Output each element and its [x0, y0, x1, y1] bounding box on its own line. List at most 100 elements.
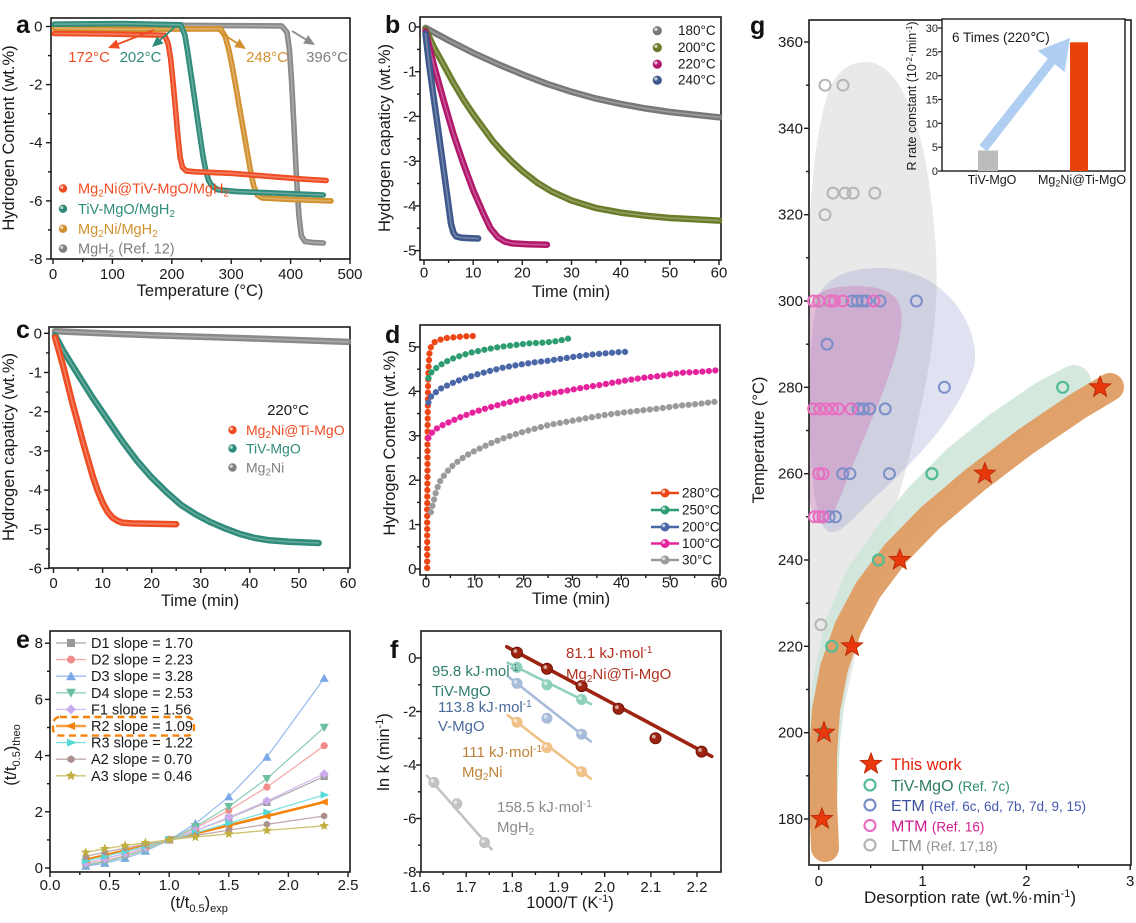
- svg-text:10: 10: [466, 575, 483, 592]
- svg-text:40: 40: [241, 575, 258, 592]
- svg-text:200°C: 200°C: [678, 40, 716, 55]
- svg-text:Mg2Ni@Ti-MgO: Mg2Ni@Ti-MgO: [566, 666, 671, 685]
- svg-text:This work: This work: [891, 756, 962, 774]
- svg-text:300: 300: [219, 266, 244, 283]
- svg-text:30: 30: [192, 575, 209, 592]
- svg-text:A2 slope = 0.70: A2 slope = 0.70: [91, 752, 192, 768]
- svg-text:c: c: [16, 316, 30, 344]
- svg-text:0: 0: [408, 650, 416, 667]
- svg-text:MgH2: MgH2: [497, 819, 535, 838]
- svg-text:113.8 kJ·mol-1: 113.8 kJ·mol-1: [438, 699, 532, 716]
- svg-text:D4 slope = 2.53: D4 slope = 2.53: [91, 686, 193, 702]
- svg-text:2.2: 2.2: [687, 879, 708, 896]
- svg-text:60: 60: [711, 265, 728, 282]
- svg-text:d: d: [385, 321, 400, 349]
- svg-text:2.5: 2.5: [338, 877, 359, 894]
- svg-text:158.5 kJ·mol-1: 158.5 kJ·mol-1: [497, 799, 592, 816]
- svg-text:Time (min): Time (min): [161, 592, 239, 610]
- svg-text:-4: -4: [29, 135, 42, 152]
- svg-text:0: 0: [408, 561, 416, 578]
- svg-text:-2: -2: [403, 704, 416, 721]
- svg-text:1000/T (K-1): 1000/T (K-1): [526, 893, 613, 912]
- svg-text:g: g: [750, 12, 765, 40]
- svg-text:320: 320: [778, 207, 803, 224]
- svg-text:220°C: 220°C: [678, 57, 716, 72]
- svg-text:6: 6: [35, 691, 43, 708]
- svg-text:30°C: 30°C: [682, 553, 712, 568]
- svg-text:5: 5: [408, 339, 416, 356]
- svg-text:0: 0: [35, 860, 43, 877]
- svg-text:100: 100: [100, 266, 125, 283]
- svg-text:280°C: 280°C: [682, 486, 720, 501]
- svg-text:30: 30: [564, 575, 581, 592]
- svg-text:2: 2: [408, 472, 416, 489]
- svg-text:0: 0: [34, 325, 42, 342]
- svg-text:D3 slope = 3.28: D3 slope = 3.28: [91, 669, 193, 685]
- svg-text:TiV-MgO: TiV-MgO: [246, 441, 301, 457]
- svg-text:10: 10: [926, 118, 938, 130]
- svg-text:396°C: 396°C: [306, 49, 348, 66]
- svg-text:D1 slope = 1.70: D1 slope = 1.70: [91, 636, 193, 652]
- svg-text:20: 20: [515, 575, 532, 592]
- svg-text:0.5: 0.5: [99, 877, 120, 894]
- svg-text:6 Times (220℃): 6 Times (220℃): [952, 30, 1050, 45]
- svg-text:8: 8: [35, 635, 43, 652]
- svg-text:50: 50: [662, 575, 679, 592]
- svg-text:200°C: 200°C: [682, 520, 720, 535]
- svg-text:-2: -2: [29, 404, 42, 421]
- svg-text:95.8 kJ·mol-1: 95.8 kJ·mol-1: [432, 663, 519, 680]
- svg-text:0: 0: [49, 266, 57, 283]
- svg-text:111 kJ·mol-1: 111 kJ·mol-1: [462, 744, 542, 761]
- svg-text:2: 2: [1022, 873, 1030, 890]
- svg-text:260: 260: [778, 466, 803, 483]
- svg-text:20: 20: [143, 575, 160, 592]
- svg-text:2.1: 2.1: [640, 879, 661, 896]
- svg-text:0.0: 0.0: [40, 877, 61, 894]
- svg-text:R3 slope = 1.22: R3 slope = 1.22: [91, 736, 193, 752]
- svg-text:V-MgO: V-MgO: [438, 718, 485, 735]
- svg-text:220°C: 220°C: [267, 402, 309, 419]
- svg-text:2: 2: [35, 804, 43, 821]
- svg-text:Hydrogen capaticy (wt.%): Hydrogen capaticy (wt.%): [376, 44, 394, 232]
- svg-text:3: 3: [1126, 873, 1134, 890]
- svg-text:280: 280: [778, 379, 803, 396]
- svg-text:b: b: [385, 11, 400, 39]
- svg-text:1.6: 1.6: [410, 879, 431, 896]
- svg-text:0: 0: [49, 575, 57, 592]
- svg-text:220: 220: [778, 638, 803, 655]
- svg-text:-6: -6: [403, 811, 416, 828]
- svg-text:TiV-MgO/MgH2: TiV-MgO/MgH2: [78, 202, 175, 220]
- svg-text:-8: -8: [29, 251, 42, 268]
- svg-text:-6: -6: [29, 561, 42, 578]
- svg-text:250°C: 250°C: [682, 503, 720, 518]
- svg-text:0: 0: [815, 873, 823, 890]
- svg-text:-3: -3: [403, 153, 416, 170]
- svg-text:Mg2Ni: Mg2Ni: [246, 460, 284, 479]
- svg-text:240: 240: [778, 552, 803, 569]
- svg-text:1.5: 1.5: [218, 877, 239, 894]
- svg-text:20: 20: [514, 265, 531, 282]
- svg-text:240°C: 240°C: [678, 73, 716, 88]
- svg-text:-4: -4: [29, 482, 42, 499]
- svg-text:400: 400: [278, 266, 303, 283]
- svg-text:Desorption rate (wt.%·min-1): Desorption rate (wt.%·min-1): [864, 888, 1076, 907]
- svg-text:15: 15: [926, 94, 938, 106]
- svg-text:2.0: 2.0: [594, 879, 615, 896]
- svg-text:LTM (Ref. 17,18): LTM (Ref. 17,18): [891, 838, 998, 855]
- svg-text:a: a: [16, 11, 31, 39]
- svg-text:Mg2Ni/MgH2: Mg2Ni/MgH2: [78, 222, 158, 240]
- svg-text:-1: -1: [29, 365, 42, 382]
- svg-text:Mg2Ni@Ti-MgO: Mg2Ni@Ti-MgO: [246, 422, 345, 441]
- svg-text:Hydrogen capaticy (wt.%): Hydrogen capaticy (wt.%): [0, 353, 18, 541]
- svg-text:R rate constant (10-2·min-1): R rate constant (10-2·min-1): [905, 21, 919, 170]
- svg-text:202°C: 202°C: [120, 49, 162, 66]
- svg-text:500: 500: [337, 266, 362, 283]
- svg-text:30: 30: [926, 23, 938, 35]
- svg-text:Mg2Ni@TiV-MgO/MgH2: Mg2Ni@TiV-MgO/MgH2: [78, 182, 229, 200]
- svg-text:2.0: 2.0: [278, 877, 299, 894]
- svg-text:MTM (Ref. 16): MTM (Ref. 16): [891, 819, 984, 836]
- svg-text:0: 0: [420, 265, 428, 282]
- svg-text:40: 40: [612, 265, 629, 282]
- svg-text:360: 360: [778, 34, 803, 51]
- svg-text:0: 0: [408, 19, 416, 36]
